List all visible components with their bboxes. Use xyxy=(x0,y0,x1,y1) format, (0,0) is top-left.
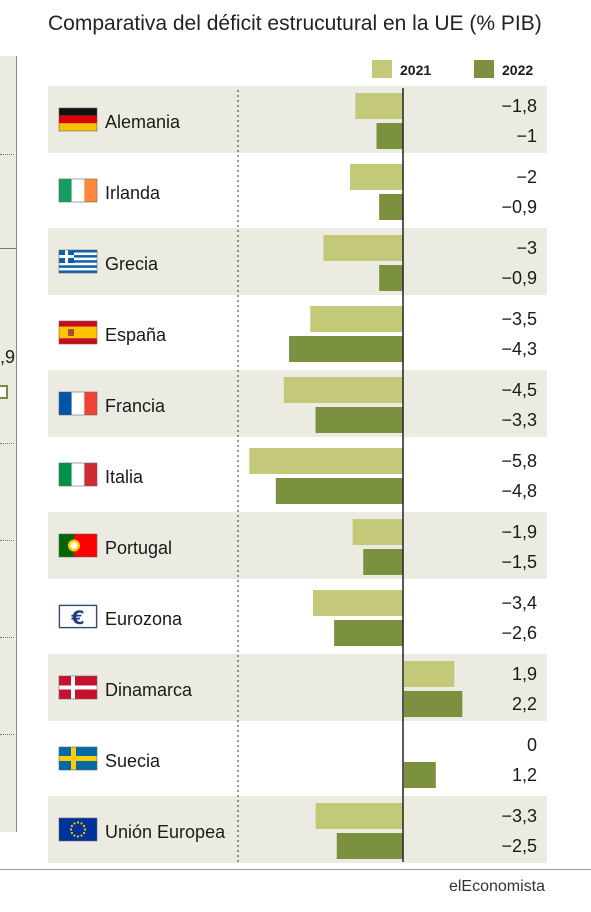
value-label-2021: −4,5 xyxy=(501,380,537,400)
row-band xyxy=(48,654,547,721)
left-fragment-marker xyxy=(0,385,8,399)
chart-title: Comparativa del déficit estrucutural en … xyxy=(48,12,542,35)
left-gridline xyxy=(0,248,16,249)
bar-2022 xyxy=(379,194,403,220)
bar-2021 xyxy=(350,164,403,190)
value-label-2021: −3,5 xyxy=(501,309,537,329)
italy-flag-icon xyxy=(58,462,98,487)
france-flag-icon xyxy=(58,391,98,416)
country-label: Unión Europea xyxy=(105,822,226,842)
legend-swatch-2022 xyxy=(474,60,494,78)
legend-label-2021: 2021 xyxy=(400,62,432,78)
value-label-2021: −2 xyxy=(516,167,537,187)
row-band xyxy=(48,228,547,295)
country-label: Alemania xyxy=(105,112,181,132)
bar-2022 xyxy=(315,407,403,433)
bar-2021 xyxy=(249,448,403,474)
bar-2021 xyxy=(315,803,403,829)
bar-2021 xyxy=(312,590,403,616)
value-label-2022: −3,3 xyxy=(501,410,537,430)
bar-2021 xyxy=(355,93,403,119)
country-label: Francia xyxy=(105,396,166,416)
germany-flag-icon xyxy=(58,107,98,132)
ireland-flag-icon xyxy=(58,178,98,203)
left-gridline xyxy=(0,154,14,155)
country-label: Eurozona xyxy=(105,609,183,629)
bar-2022 xyxy=(336,833,403,859)
left-gridline xyxy=(0,734,14,735)
spain-flag-icon xyxy=(58,320,98,345)
value-label-2022: −4,8 xyxy=(501,481,537,501)
bar-2021 xyxy=(323,235,403,261)
value-label-2021: 1,9 xyxy=(512,664,537,684)
value-label-2022: −1,5 xyxy=(501,552,537,572)
country-label: Suecia xyxy=(105,751,161,771)
row-band xyxy=(48,796,547,863)
denmark-flag-icon xyxy=(58,675,98,700)
portugal-flag-icon xyxy=(58,533,98,558)
bar-2022 xyxy=(376,123,403,149)
country-label: Dinamarca xyxy=(105,680,193,700)
bar-2021 xyxy=(283,377,403,403)
bar-2022 xyxy=(379,265,403,291)
country-label: Grecia xyxy=(105,254,159,274)
value-label-2022: −0,9 xyxy=(501,197,537,217)
value-label-2022: 1,2 xyxy=(512,765,537,785)
value-label-2021: −3,3 xyxy=(501,806,537,826)
row-band xyxy=(48,86,547,153)
bar-2022 xyxy=(363,549,403,575)
value-label-2021: −1,9 xyxy=(501,522,537,542)
left-gridline xyxy=(0,443,14,444)
left-gridline xyxy=(0,540,14,541)
value-label-2021: −3,4 xyxy=(501,593,537,613)
value-label-2021: −1,8 xyxy=(501,96,537,116)
bottom-rule xyxy=(0,869,591,870)
value-label-2022: −0,9 xyxy=(501,268,537,288)
bar-2022 xyxy=(334,620,403,646)
left-gridline xyxy=(0,637,14,638)
value-label-2022: −2,6 xyxy=(501,623,537,643)
value-label-2021: −3 xyxy=(516,238,537,258)
country-label: Italia xyxy=(105,467,144,487)
bar-2021 xyxy=(310,306,403,332)
value-label-2021: 0 xyxy=(527,735,537,755)
legend-swatch-2021 xyxy=(372,60,392,78)
legend-label-2022: 2022 xyxy=(502,62,534,78)
row-band xyxy=(48,512,547,579)
value-label-2022: −4,3 xyxy=(501,339,537,359)
bar-2021 xyxy=(352,519,403,545)
value-label-2021: −5,8 xyxy=(501,451,537,471)
country-label: España xyxy=(105,325,167,345)
svg-text:€: € xyxy=(70,607,84,629)
country-label: Irlanda xyxy=(105,183,161,203)
euro-flag-icon: € xyxy=(58,604,98,629)
source-credit: elEconomista xyxy=(448,878,545,895)
bar-2021 xyxy=(404,661,455,687)
value-label-2022: −1 xyxy=(516,126,537,146)
left-neighbor-panel xyxy=(0,56,17,832)
sweden-flag-icon xyxy=(58,746,98,771)
value-label-2022: −2,5 xyxy=(501,836,537,856)
bar-2022 xyxy=(275,478,403,504)
country-label: Portugal xyxy=(105,538,172,558)
eu-flag-icon xyxy=(58,817,98,842)
bar-2022 xyxy=(289,336,403,362)
greece-flag-icon xyxy=(58,249,98,274)
bar-2022 xyxy=(404,691,463,717)
value-label-2022: 2,2 xyxy=(512,694,537,714)
left-fragment-label: ,9 xyxy=(0,347,16,367)
bar-2022 xyxy=(404,762,436,788)
